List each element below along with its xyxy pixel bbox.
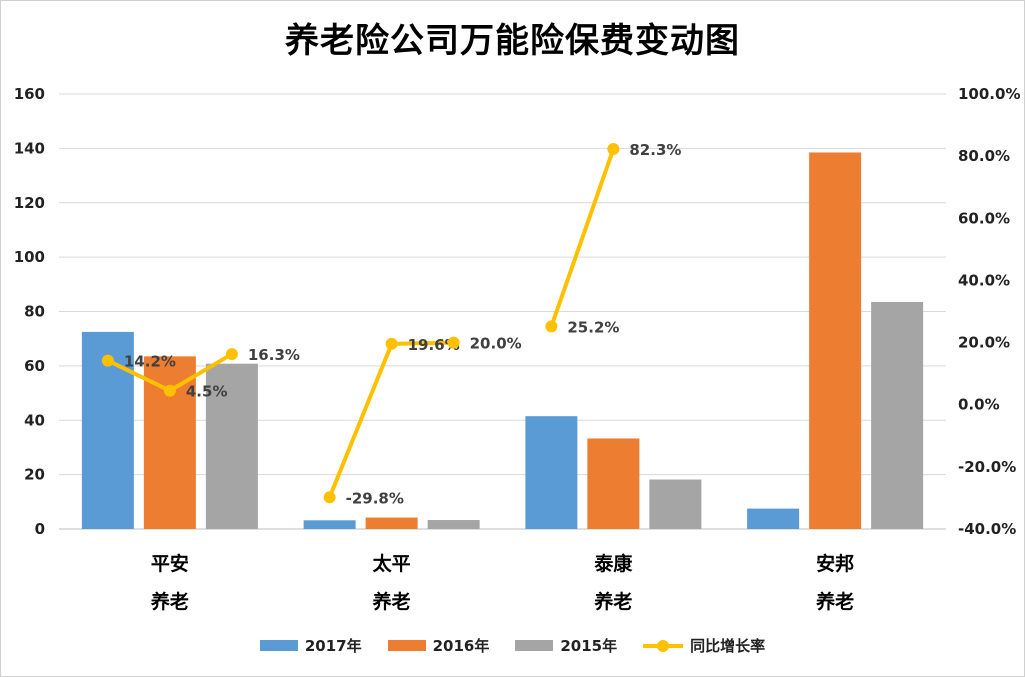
y-right-tick: -20.0% xyxy=(958,458,1016,476)
bar-2017年-2 xyxy=(525,416,578,529)
legend-swatch-growth xyxy=(643,639,684,653)
y-right-tick: 60.0% xyxy=(958,209,1010,227)
category-label-line2: 养老 xyxy=(593,590,632,613)
category-label-line2: 养老 xyxy=(815,590,854,613)
y-right-tick: 20.0% xyxy=(958,334,1010,352)
category-label-line2: 养老 xyxy=(372,590,411,613)
growth-point xyxy=(545,320,558,333)
legend-swatch-2016 xyxy=(387,640,426,651)
y-right-tick: 80.0% xyxy=(958,147,1010,165)
legend-label-growth: 同比增长率 xyxy=(690,637,766,655)
bar-2015年-1 xyxy=(427,520,480,529)
legend: 2017年 2016年 2015年 同比增长率 xyxy=(1,635,1024,656)
growth-point xyxy=(447,336,460,349)
growth-line-segment xyxy=(549,148,616,328)
bar-2015年-2 xyxy=(649,479,702,529)
growth-point xyxy=(163,384,176,397)
growth-point xyxy=(101,354,114,367)
growth-data-label: 14.2% xyxy=(124,353,176,371)
growth-data-label: 20.0% xyxy=(470,335,522,353)
growth-point xyxy=(385,337,398,350)
growth-data-label: -29.8% xyxy=(346,489,404,507)
legend-label-2016: 2016年 xyxy=(432,637,490,655)
y-left-tick-140: 140 xyxy=(14,139,45,157)
growth-data-label: 25.2% xyxy=(567,318,619,336)
growth-data-label: 4.5% xyxy=(186,383,228,401)
legend-swatch-2015 xyxy=(515,640,554,651)
growth-data-label: 82.3% xyxy=(629,141,681,159)
legend-label-2015: 2015年 xyxy=(560,637,618,655)
growth-data-label: 16.3% xyxy=(248,346,300,364)
y-left-tick-160: 160 xyxy=(14,85,45,103)
bar-2015年-3 xyxy=(871,301,924,529)
category-label-line2: 养老 xyxy=(150,590,189,613)
y-left-tick-120: 120 xyxy=(14,194,45,212)
y-right-tick: 100.0% xyxy=(958,85,1020,103)
bar-2016年-1 xyxy=(365,517,418,529)
y-right-tick: 40.0% xyxy=(958,271,1010,289)
y-left-tick-60: 60 xyxy=(24,357,45,375)
y-left-tick-80: 80 xyxy=(24,303,45,321)
legend-item-2017[interactable]: 2017年 xyxy=(259,635,362,656)
category-label-line1: 安邦 xyxy=(816,552,854,575)
growth-point xyxy=(607,142,620,155)
y-left-tick-100: 100 xyxy=(14,248,45,266)
bar-2016年-3 xyxy=(809,152,862,529)
y-right-tick: -40.0% xyxy=(958,520,1016,538)
y-left-tick-0: 0 xyxy=(35,520,45,538)
category-label-line1: 泰康 xyxy=(593,552,633,575)
bar-2017年-1 xyxy=(303,520,356,529)
legend-swatch-2017 xyxy=(259,640,298,651)
growth-point xyxy=(225,348,238,361)
chart-title: 养老险公司万能险保费变动图 xyxy=(285,21,740,61)
legend-label-2017: 2017年 xyxy=(304,637,362,655)
legend-item-2015[interactable]: 2015年 xyxy=(515,635,617,656)
legend-item-2016[interactable]: 2016年 xyxy=(387,635,490,656)
y-left-tick-20: 20 xyxy=(24,466,45,484)
bar-2015年-0 xyxy=(205,363,258,529)
bar-2017年-3 xyxy=(747,508,800,529)
bar-2016年-2 xyxy=(587,438,640,529)
y-right-tick: 0.0% xyxy=(958,396,1000,414)
category-label-line1: 太平 xyxy=(373,552,411,575)
category-label-line1: 平安 xyxy=(151,552,189,575)
growth-point xyxy=(323,491,336,504)
y-left-tick-40: 40 xyxy=(24,411,45,429)
growth-data-label: 19.6% xyxy=(408,336,460,354)
legend-item-growth[interactable]: 同比增长率 xyxy=(643,635,765,656)
